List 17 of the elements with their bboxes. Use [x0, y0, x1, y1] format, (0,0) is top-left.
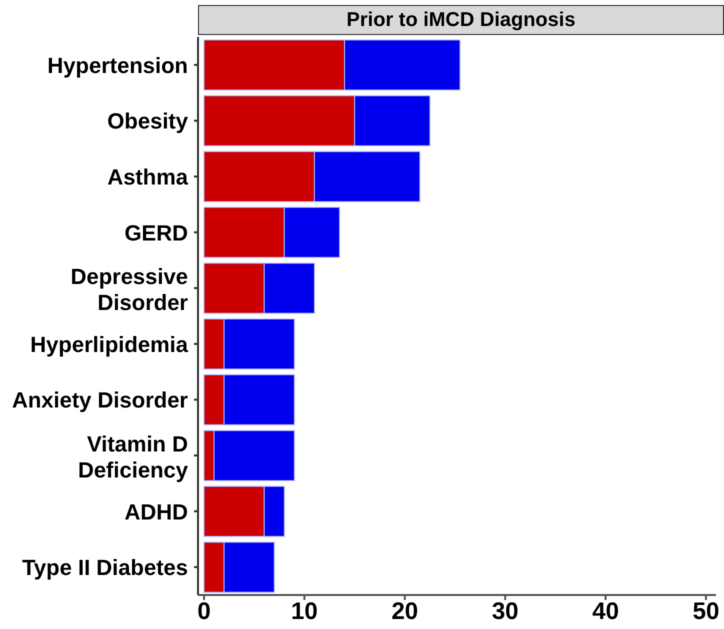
y-tick-label: Depressive Disorder [70, 264, 188, 316]
y-tick-label: Obesity [107, 108, 189, 134]
x-tick-label: 10 [291, 598, 318, 626]
x-tick-label: 50 [692, 598, 720, 626]
y-tick-label: Hypertension [47, 52, 188, 78]
y-tick-label: Type II Diabetes [22, 555, 188, 580]
x-tick-label: 20 [391, 598, 418, 626]
y-tick-label: ADHD [124, 499, 188, 524]
y-tick-label: Vitamin D Deficiency [78, 432, 189, 482]
y-tick-label: Anxiety Disorder [12, 388, 188, 413]
x-tick-label: 30 [492, 598, 519, 626]
y-tick-label: Hyperlipidemia [30, 332, 189, 357]
x-tick-label: 40 [592, 598, 619, 626]
y-tick-label: Asthma [107, 164, 189, 190]
y-tick-label: GERD [124, 220, 188, 246]
chart-title: Prior to iMCD Diagnosis [198, 5, 724, 35]
x-tick-label: 0 [197, 598, 211, 626]
